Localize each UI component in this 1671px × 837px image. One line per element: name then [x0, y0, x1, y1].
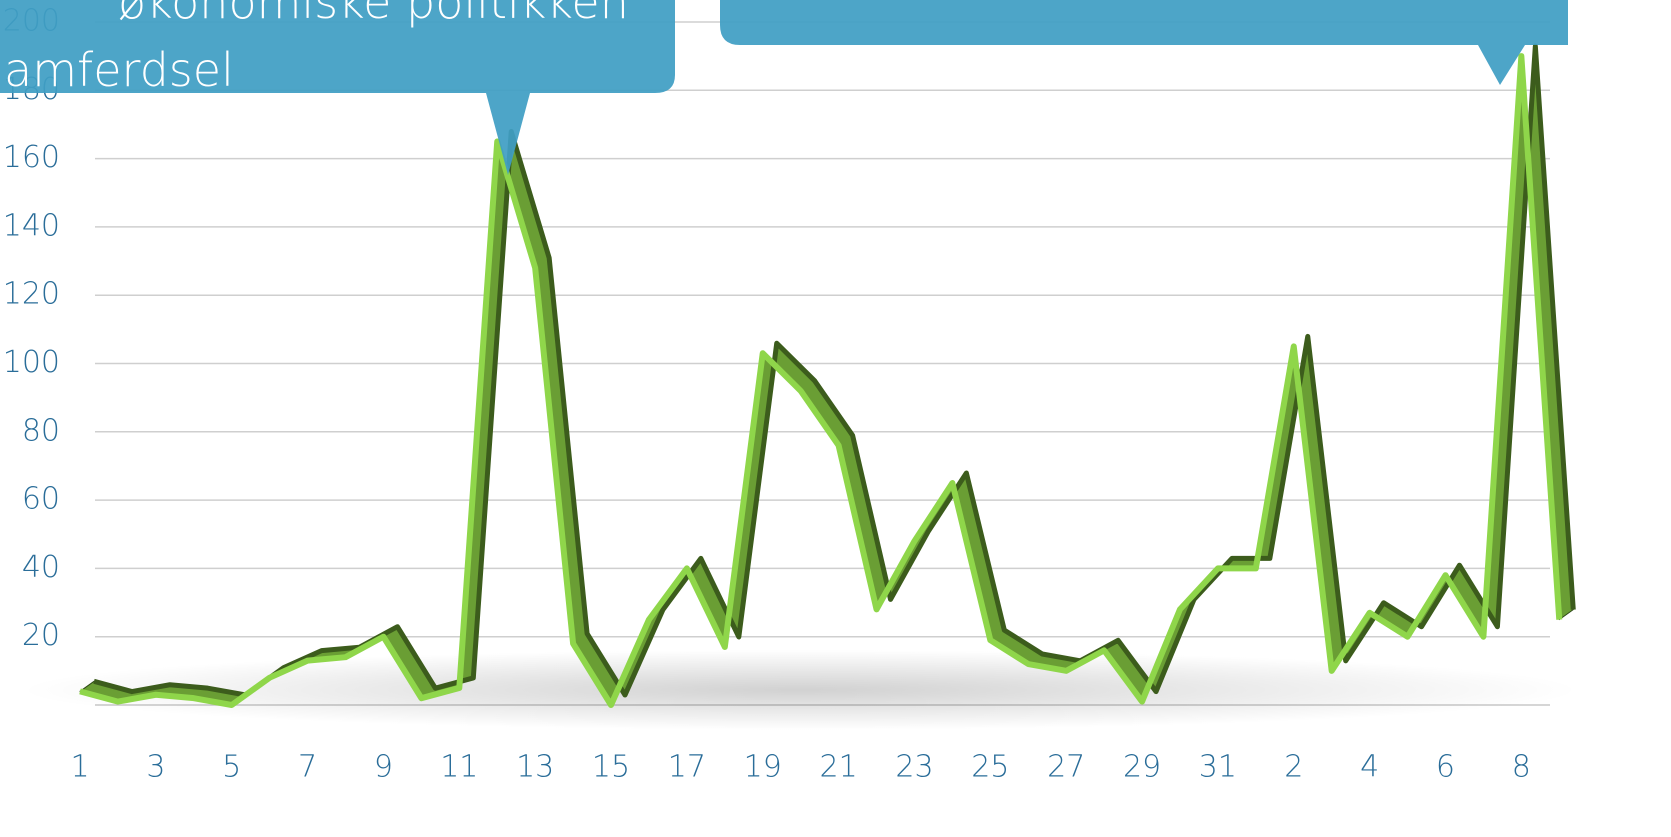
plot [79, 43, 1576, 708]
x-tick-label: 4 [1360, 750, 1379, 785]
annotation: amferdsel [4, 43, 234, 97]
ribbon [79, 45, 1574, 706]
x-tick-label: 5 [222, 750, 241, 785]
callout-right [720, 0, 1568, 85]
y-tick-label: 140 [3, 208, 60, 243]
x-tick-label: 31 [1199, 750, 1237, 785]
x-tick-label: 6 [1436, 750, 1455, 785]
x-tick-label: 9 [374, 750, 393, 785]
x-tick-label: 25 [971, 750, 1009, 785]
x-tick-label: 2 [1284, 750, 1303, 785]
x-tick-label: 13 [516, 750, 554, 785]
x-tick-label: 1 [70, 750, 89, 785]
callout-left: økonomiske politikken amferdsel [0, 0, 675, 175]
ribbon-back [93, 43, 1576, 698]
x-tick-label: 8 [1512, 750, 1531, 785]
x-tick-label: 15 [592, 750, 630, 785]
annotation: økonomiske politikken [118, 0, 629, 29]
x-tick-label: 17 [668, 750, 706, 785]
y-tick-label: 120 [3, 277, 60, 312]
x-tick-label: 7 [298, 750, 317, 785]
x-tick-label: 29 [1123, 750, 1161, 785]
y-tick-label: 160 [3, 140, 60, 175]
x-tick-label: 11 [440, 750, 478, 785]
line [79, 53, 1563, 708]
x-tick-label: 23 [895, 750, 933, 785]
x-tick-label: 19 [744, 750, 782, 785]
y-tick-label: 100 [3, 345, 60, 380]
y-tick-label: 80 [22, 413, 60, 448]
y-tick-label: 40 [22, 550, 60, 585]
x-tick-label: 3 [146, 750, 165, 785]
y-tick-label: 60 [22, 482, 60, 517]
x-tick-label: 27 [1047, 750, 1085, 785]
y-tick-label: 20 [22, 618, 60, 653]
x-tick-label: 21 [820, 750, 858, 785]
